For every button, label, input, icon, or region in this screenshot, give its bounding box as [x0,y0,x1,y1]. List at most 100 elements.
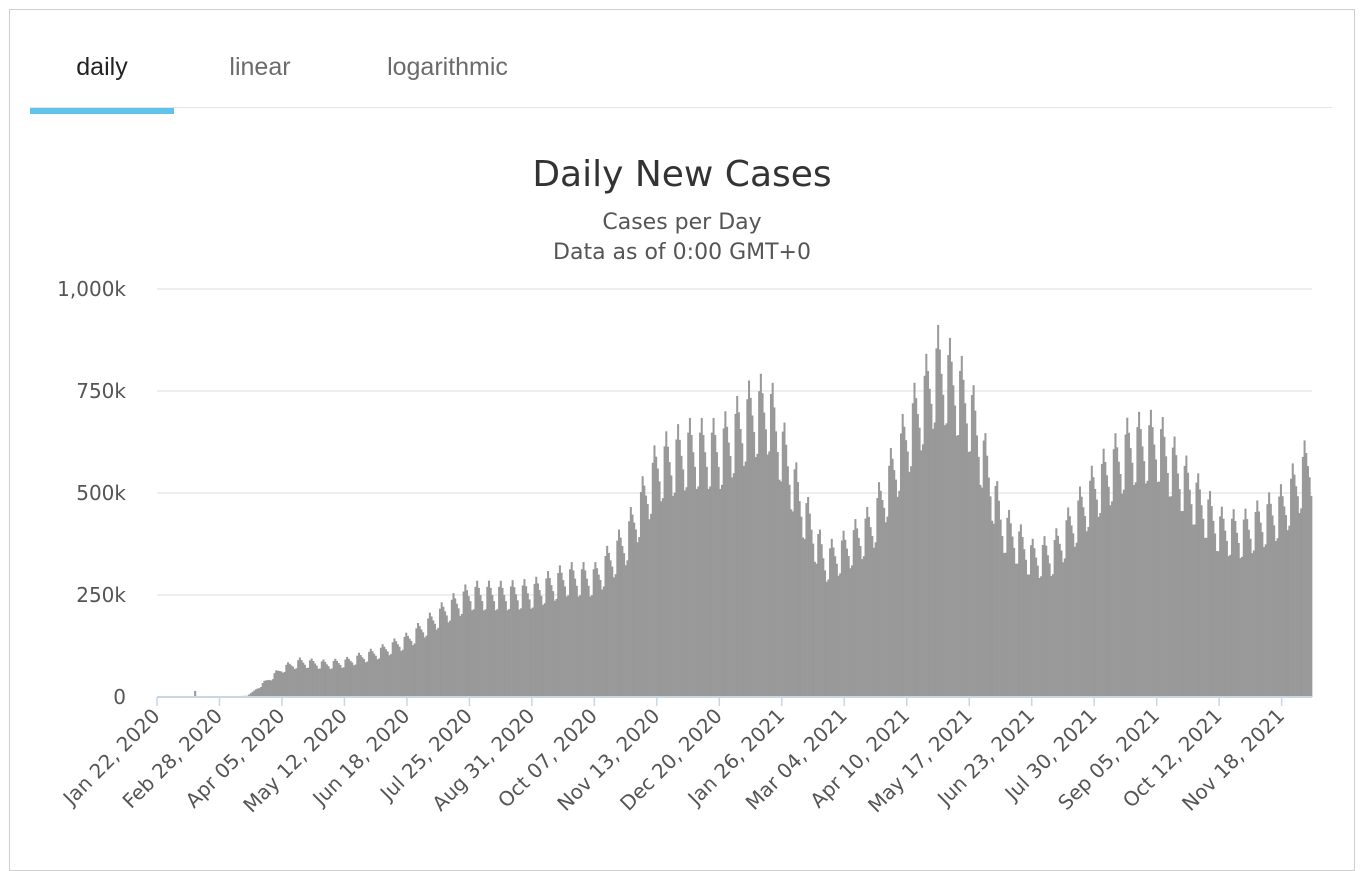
bar [739,429,742,697]
bar [324,661,327,697]
bar [1058,543,1061,697]
bar [769,393,772,697]
bar [726,426,729,697]
bar [574,578,577,697]
bar [251,691,254,697]
tab-daily[interactable]: daily [30,40,174,114]
bar [545,578,548,697]
bar [989,496,992,697]
bar [498,586,501,697]
bar [927,371,930,697]
bar [1198,489,1201,697]
bar [1131,462,1134,697]
bar [474,586,477,697]
bar [925,353,928,697]
bar [450,599,453,697]
bar [677,424,680,697]
bar [317,668,320,697]
bar [310,658,313,697]
bar [840,540,843,697]
bar [1263,547,1266,697]
bar [876,498,879,697]
bar [319,668,322,697]
bar [960,355,963,697]
bar [584,570,587,697]
bar [1023,549,1026,697]
bar [314,663,317,697]
bar [623,553,626,697]
bar [405,632,408,697]
bar [935,348,938,697]
bar [1134,482,1137,697]
bar [514,594,518,697]
bar [817,533,820,697]
bar [1220,506,1223,697]
bar [984,433,987,697]
bar [366,661,369,697]
bar [1160,429,1163,697]
bar [918,427,921,697]
bar [665,431,668,697]
bar [715,452,718,697]
bar [829,548,832,697]
bar [361,657,364,697]
bar [494,610,497,697]
bar [741,443,744,697]
bar [602,586,605,697]
bar [1085,531,1088,697]
tab-linear[interactable]: linear [229,53,291,81]
bar [1249,538,1252,697]
bar [1084,516,1087,697]
bar [1013,547,1016,697]
bar [1043,536,1046,697]
bar [536,583,539,697]
bar [395,641,398,697]
bar [785,444,788,697]
bar [308,660,312,697]
bar [624,565,627,697]
bar [837,575,840,697]
bar [1247,529,1250,697]
bar [729,455,732,697]
bar [930,403,933,697]
bar [1089,480,1092,697]
bar [685,487,688,697]
bar [945,423,948,697]
bar [330,668,333,697]
bar [368,651,371,697]
bar [1080,496,1083,697]
bar [381,644,384,697]
bar [607,552,610,697]
bar [1104,461,1107,697]
bar [1138,411,1141,697]
bar [834,556,837,697]
bars [157,324,1313,698]
bar [325,664,328,697]
bar [633,522,636,697]
bar [1222,518,1225,697]
bar [580,569,583,697]
bar [1217,551,1220,697]
bar [693,466,697,697]
bar [518,609,521,697]
bar [959,370,962,697]
bar [513,587,516,697]
bar [520,608,523,697]
bar [391,642,394,697]
bar [1175,455,1178,697]
bar [567,595,570,697]
bar [761,393,764,697]
bar [754,457,757,697]
daily-cases-chart: Daily New Cases Cases per Day Data as of… [57,154,1313,817]
bar [1078,486,1082,697]
tab-logarithmic[interactable]: logarithmic [387,53,508,81]
bar [422,632,425,697]
bar [856,528,859,697]
bar [742,465,745,697]
bar [842,530,845,697]
bar [1124,434,1127,697]
bar [1094,488,1097,697]
bar [1251,553,1254,697]
bar [1219,516,1222,697]
bar [1148,425,1151,697]
